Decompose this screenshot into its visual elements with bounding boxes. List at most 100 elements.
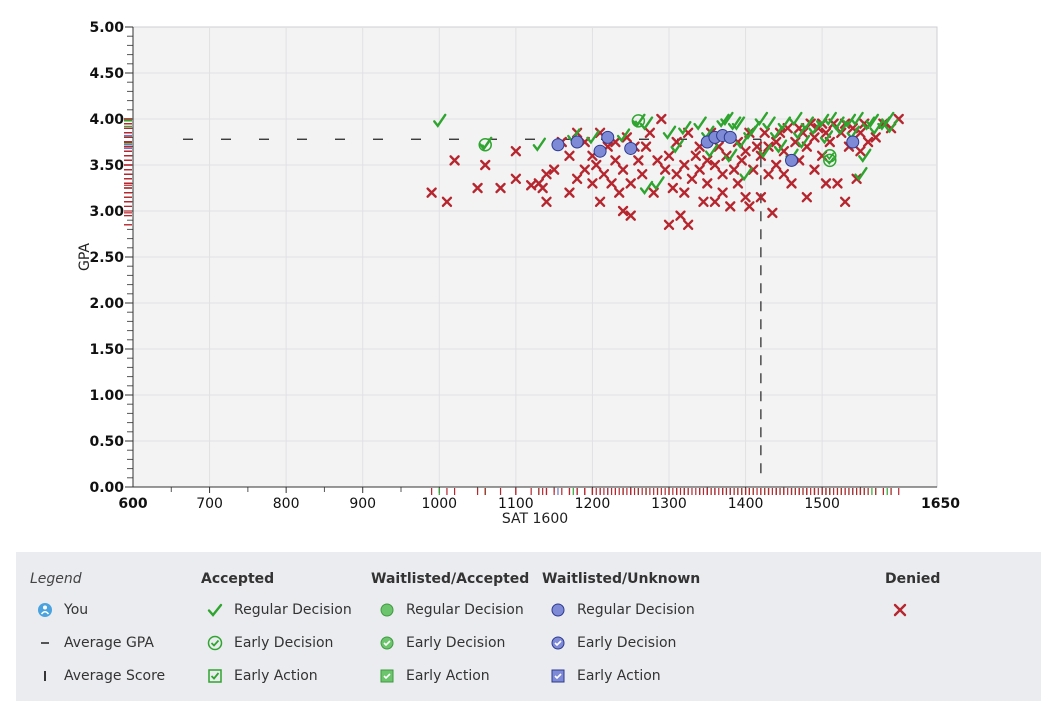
legend-denied [891,600,919,620]
x-tick-label: 1200 [575,496,611,512]
denied-point [659,164,671,175]
accepted-point [586,130,600,145]
accepted-point [823,111,837,127]
legend-denied-heading: Denied [885,571,941,587]
denied-point [755,192,767,203]
x-tick-label: 700 [196,496,223,512]
denied-point [594,196,606,207]
waitlisted-point [785,153,799,167]
circle-check-green-icon [378,634,396,652]
check-icon [206,601,224,619]
accepted-point [747,121,761,136]
legend-average-score: Average Score [36,666,165,686]
accepted-point [639,180,654,196]
accepted-ed-point [634,117,644,126]
y-axis-ticks: 0.00 0.50 1.00 1.50 2.00 2.50 3.00 3.50 4.00 4.50… [89,20,133,496]
denied-point [541,169,552,180]
denied-point [839,196,851,207]
legend-wl-unknown-early-action: Early Action [549,666,661,686]
denied-point [495,182,506,194]
denied-point [763,169,774,180]
denied-point [675,210,686,221]
denied-point [640,141,652,152]
waitlisted-point [570,135,584,149]
x-tick-label: 1650 [921,496,960,512]
waitlisted-point [723,130,737,144]
accepted-point [727,116,742,131]
denied-point [809,164,820,175]
legend-wl-accepted-early-action-label: Early Action [406,668,490,684]
denied-point [587,178,598,189]
denied-point [744,201,755,212]
accepted-point [865,113,880,128]
data-points [426,111,904,230]
accepted-point [678,121,692,136]
legend-wl-unknown-early-decision-label: Early Decision [577,635,677,651]
y-tick-label: 3.50 [89,158,124,174]
legend-average-score-label: Average Score [64,668,166,684]
accepted-point [808,121,822,136]
denied-point [510,146,522,157]
accepted-point [854,167,868,182]
x-mark-icon [891,601,909,619]
accepted-point [777,116,792,131]
accepted-point [881,111,895,127]
x-tick-label: 1500 [804,496,840,512]
accepted-point [433,113,447,128]
legend-wl-unknown-early-decision: Early Decision [549,633,676,653]
denied-point [740,146,751,157]
denied-point [702,178,713,189]
accepted-point [819,130,834,145]
denied-point [644,127,656,138]
accepted-point [739,167,753,182]
y-tick-label: 1.00 [89,388,124,404]
accepted-point [662,125,677,140]
check-circle-icon [206,634,224,652]
accepted-point [792,125,807,140]
circle-blue-icon [549,601,567,619]
denied-point [717,187,728,198]
denied-point [637,169,648,180]
denied-point [740,192,751,203]
legend-you-label: You [64,602,89,618]
legend-accepted-regular: Regular Decision [206,600,352,620]
denied-point [571,173,583,184]
accepted-point [670,139,684,154]
denied-point [606,178,617,189]
circle-check-blue-icon [549,634,567,652]
y-tick-label: 0.00 [89,480,124,496]
accepted-point [704,144,719,159]
x-tick-label: 900 [349,496,376,512]
denied-point [698,196,709,207]
y-tick-label: 2.00 [89,296,124,312]
accepted-point [720,111,734,127]
you-icon [36,601,54,619]
accepted-point [835,121,849,136]
denied-point [510,173,522,184]
denied-point [870,132,881,143]
accepted-point [850,111,864,127]
denied-point [537,182,548,194]
x-tick-label: 1400 [728,496,764,512]
legend-wl-unknown-regular-label: Regular Decision [577,602,695,618]
denied-point [682,219,694,230]
waitlisted-point [601,130,615,144]
legend-accepted-early-decision: Early Decision [206,633,333,653]
denied-point [771,159,782,171]
denied-point [767,207,778,219]
circle-green-icon [378,601,396,619]
waitlisted-point [551,138,565,152]
denied-point [732,178,744,189]
denied-point [480,159,491,171]
x-tick-label: 1000 [421,496,457,512]
denied-point [591,159,602,171]
denied-point [564,187,575,198]
denied-point [809,132,820,143]
denied-point [786,178,797,189]
accepted-point [884,119,899,134]
denied-point [717,169,728,180]
denied-point [663,150,675,161]
accepted-point [735,134,749,150]
legend-accepted-regular-label: Regular Decision [234,602,352,618]
denied-point [617,205,629,217]
